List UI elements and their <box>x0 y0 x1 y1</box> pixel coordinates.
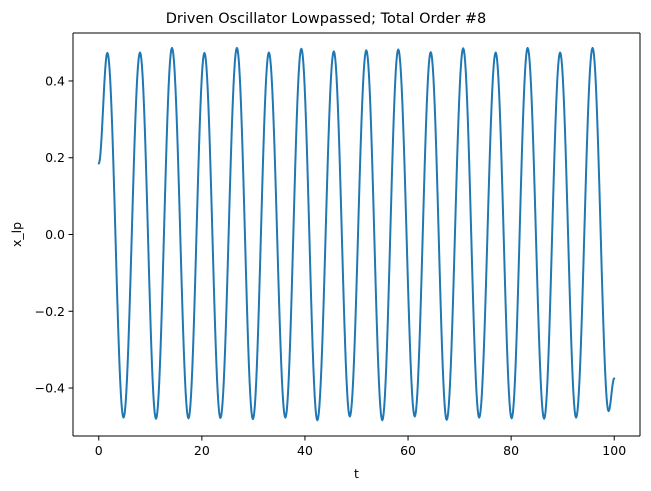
series-line-0 <box>97 46 616 422</box>
x-tick-label: 60 <box>400 443 416 458</box>
x-tick-label: 100 <box>602 443 626 458</box>
x-axis-label: t <box>354 466 359 481</box>
y-axis-label: x_lp <box>9 222 24 247</box>
y-tick-label: 0.2 <box>45 150 65 165</box>
x-tick-label: 20 <box>194 443 210 458</box>
chart-title: Driven Oscillator Lowpassed; Total Order… <box>166 11 487 27</box>
x-tick-label: 40 <box>297 443 313 458</box>
y-tick-label: 0.0 <box>45 227 65 242</box>
series-layer <box>97 46 616 422</box>
x-tick-label: 80 <box>503 443 519 458</box>
y-tick-label: −0.4 <box>35 381 65 396</box>
y-axis-ticks: −0.4 −0.2 0.0 0.2 0.4 <box>35 73 73 396</box>
y-tick-label: −0.2 <box>35 304 65 319</box>
plot-area <box>73 33 640 436</box>
x-tick-label: 0 <box>95 443 103 458</box>
x-axis-ticks: 0 20 40 60 80 100 <box>95 436 626 458</box>
axes-frame <box>72 32 641 437</box>
y-tick-label: 0.4 <box>45 73 65 88</box>
